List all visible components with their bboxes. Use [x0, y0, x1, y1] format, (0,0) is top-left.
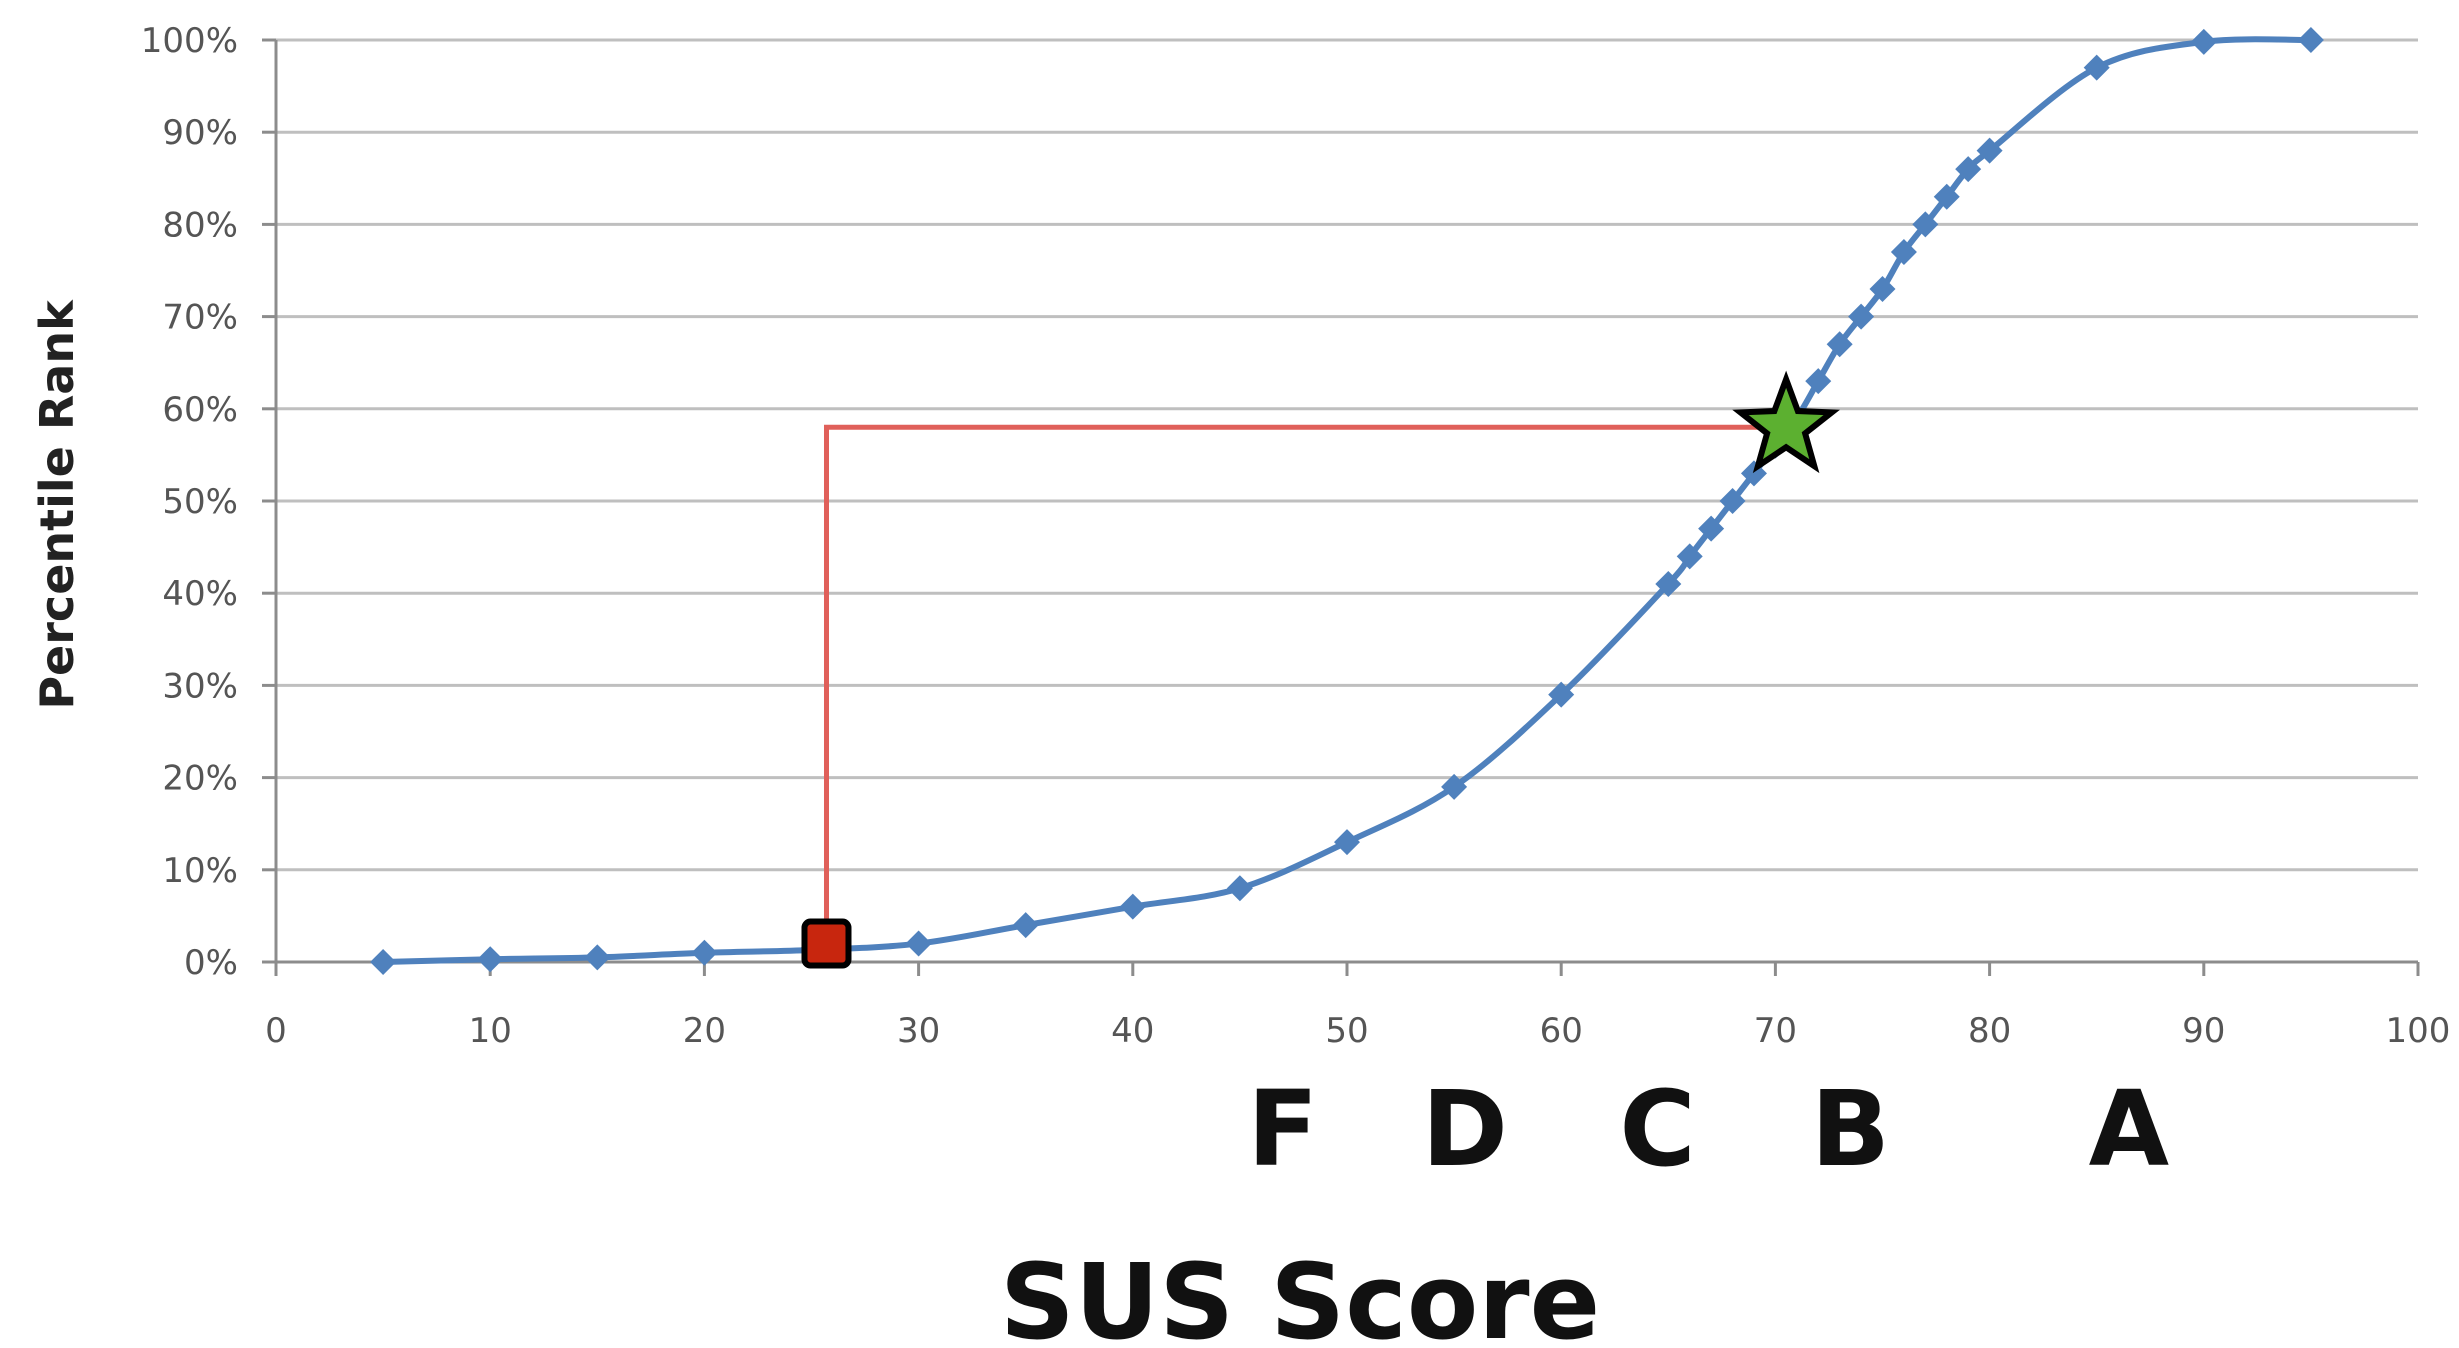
data-point: [1805, 368, 1832, 395]
x-tick-label: 100: [2386, 1011, 2451, 1051]
y-tick-label: 80%: [162, 205, 238, 245]
annotation-connector: [823, 424, 1787, 944]
data-point: [1441, 773, 1468, 800]
annotations: [801, 370, 1840, 969]
y-tick-label: 20%: [162, 759, 238, 799]
data-point: [584, 944, 611, 971]
data-point: [905, 930, 932, 957]
x-tick-label: 20: [683, 1011, 726, 1051]
y-tick-label: 10%: [162, 851, 238, 891]
data-point: [1719, 488, 1746, 514]
data-point: [2083, 54, 2110, 81]
data-point: [2297, 27, 2324, 53]
x-axis-title: SUS Score: [1000, 1241, 1600, 1348]
data-point: [1226, 875, 1253, 902]
x-tick-label: 70: [1754, 1011, 1797, 1051]
data-point: [1676, 543, 1703, 570]
x-axis-ticks: 0 10 20 30 40 50 60 70 80 90 100: [265, 962, 2450, 1051]
data-point: [1012, 912, 1039, 939]
data-point: [691, 939, 718, 966]
grade-label: A: [2089, 1068, 2170, 1190]
y-tick-label: 50%: [162, 482, 238, 522]
gridlines: [276, 38, 2418, 872]
star-marker: [1732, 370, 1840, 474]
data-point: [1655, 570, 1682, 597]
data-point: [1912, 211, 1939, 238]
data-point: [1548, 681, 1575, 708]
x-tick-label: 80: [1968, 1011, 2011, 1051]
grade-label: D: [1422, 1068, 1508, 1190]
data-point: [1869, 275, 1896, 302]
grade-label: F: [1247, 1068, 1318, 1190]
data-point: [1848, 303, 1875, 330]
x-tick-label: 50: [1325, 1011, 1368, 1051]
y-tick-label: 60%: [162, 390, 238, 430]
x-tick-label: 40: [1111, 1011, 1154, 1051]
x-tick-label: 0: [265, 1011, 287, 1051]
data-point: [1698, 515, 1725, 542]
x-tick-label: 10: [469, 1011, 512, 1051]
y-tick-label: 40%: [162, 574, 238, 614]
data-point: [1334, 829, 1360, 856]
data-point: [477, 946, 504, 973]
x-tick-label: 30: [897, 1011, 940, 1051]
grade-label: B: [1811, 1068, 1890, 1190]
data-point: [1933, 183, 1960, 210]
data-point: [1119, 893, 1146, 920]
y-tick-label: 90%: [162, 113, 238, 153]
data-point: [2190, 28, 2217, 55]
y-tick-label: 100%: [141, 21, 238, 61]
data-point: [1890, 239, 1917, 266]
connector-line: [823, 424, 1787, 944]
data-point: [370, 949, 397, 975]
series-markers: [370, 27, 2324, 975]
y-axis-ticks: 0% 10% 20% 30% 40% 50% 60% 70% 80% 90% 100%: [141, 21, 276, 983]
data-point: [1955, 156, 1982, 183]
x-tick-label: 90: [2182, 1011, 2225, 1051]
x-tick-label: 60: [1540, 1011, 1583, 1051]
y-tick-label: 70%: [162, 298, 238, 338]
y-tick-label: 30%: [162, 666, 238, 706]
y-tick-label: 0%: [184, 943, 238, 983]
data-point: [1976, 137, 2003, 164]
square-marker: [801, 918, 852, 969]
data-point: [1826, 331, 1853, 358]
y-axis-title: Percentile Rank: [30, 299, 84, 710]
grade-label: C: [1619, 1068, 1695, 1190]
